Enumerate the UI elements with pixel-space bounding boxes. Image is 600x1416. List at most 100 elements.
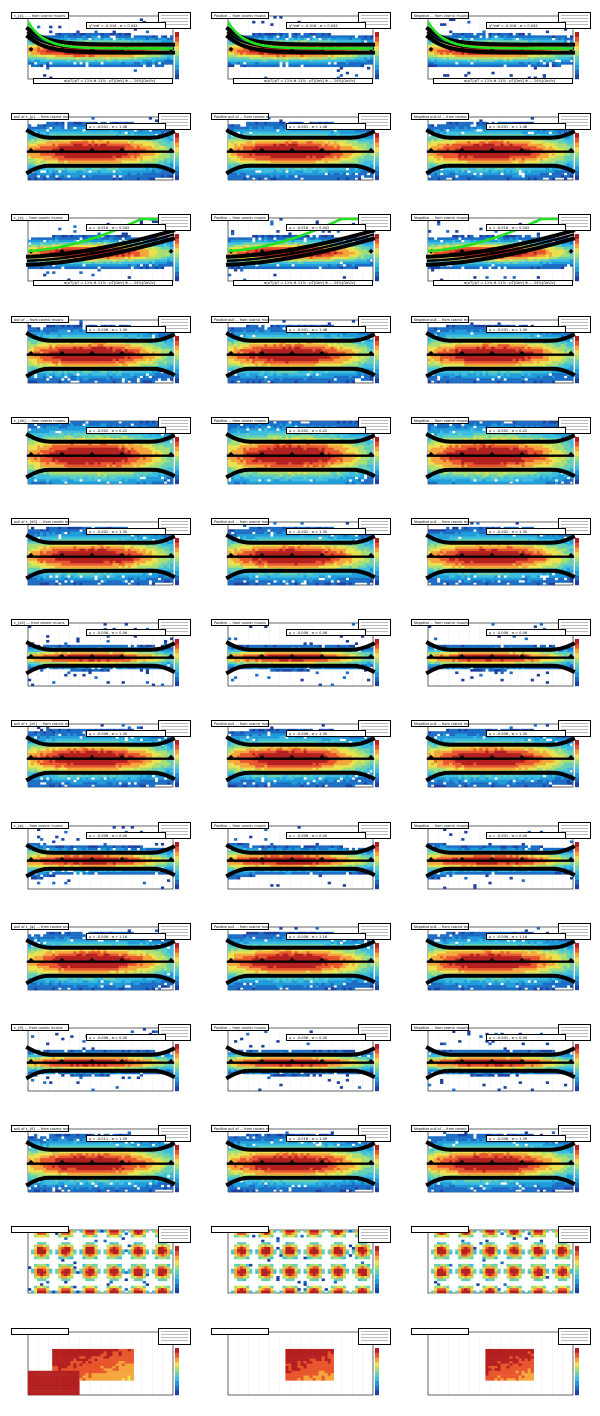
color-scale-step xyxy=(375,884,379,889)
color-scale-step xyxy=(375,70,379,75)
color-scale-step xyxy=(575,658,579,663)
color-scale-step xyxy=(375,1187,379,1192)
color-scale-step xyxy=(375,957,379,962)
color-scale-step xyxy=(175,566,179,571)
color-scale-step xyxy=(175,870,179,875)
color-scale-step xyxy=(375,644,379,649)
color-scale-step xyxy=(375,456,379,461)
stats-box xyxy=(158,1226,191,1243)
color-scale-step xyxy=(575,354,579,359)
color-scale-step xyxy=(575,745,579,750)
color-scale-step xyxy=(375,166,379,171)
color-scale-step xyxy=(375,677,379,682)
color-scale-step xyxy=(175,1183,179,1188)
color-scale-step xyxy=(375,842,379,847)
color-scale-step xyxy=(575,60,579,65)
color-scale-step xyxy=(175,1082,179,1087)
stats-box xyxy=(158,1328,191,1345)
color-scale-step xyxy=(375,1371,379,1376)
fit-summary: μ = -0.001 , σ = 1.48 xyxy=(286,123,366,130)
color-scale-step xyxy=(175,1371,179,1376)
color-scale-step xyxy=(375,133,379,138)
color-scale-step xyxy=(375,860,379,865)
color-scale-step xyxy=(175,359,179,364)
panel-title: Positive pull ... from cosmic muons xyxy=(211,923,269,930)
histogram-panel: Positive pull of ... from cosmic muonsμ … xyxy=(208,1125,391,1213)
color-scale-step xyxy=(375,234,379,239)
fit-summary: μ = -0.006 , σ = 0.00 xyxy=(286,1034,366,1041)
color-scale-step xyxy=(575,681,579,686)
color-scale-step xyxy=(175,1072,179,1077)
color-scale-step xyxy=(375,552,379,557)
color-scale-step xyxy=(575,1178,579,1183)
color-scale-step xyxy=(375,437,379,442)
color-scale-step xyxy=(175,1049,179,1054)
color-scale-step xyxy=(175,1390,179,1395)
color-scale-step xyxy=(375,340,379,345)
color-scale-step xyxy=(175,51,179,56)
color-scale-step xyxy=(175,345,179,350)
color-scale-step xyxy=(175,653,179,658)
color-scale-step xyxy=(575,663,579,668)
panel-title xyxy=(411,1328,469,1335)
fit-summary: μ = -0.006 , σ = 1.16 xyxy=(486,933,566,940)
color-scale-step xyxy=(375,161,379,166)
color-scale-step xyxy=(575,966,579,971)
color-scale-step xyxy=(375,966,379,971)
color-scale-step xyxy=(375,653,379,658)
heatmap-cells xyxy=(485,1349,534,1381)
color-scale-step xyxy=(575,571,579,576)
color-scale-step xyxy=(175,1362,179,1367)
color-scale-step xyxy=(175,976,179,981)
fit-summary: μ = -0.002 , σ = 0.22 xyxy=(286,427,366,434)
color-scale-step xyxy=(575,1082,579,1087)
color-scale-step xyxy=(575,373,579,378)
color-scale-step xyxy=(375,1183,379,1188)
color-scale-step xyxy=(175,1251,179,1256)
color-scale-step xyxy=(375,46,379,51)
color-scale-step xyxy=(175,1284,179,1289)
color-scale-step xyxy=(575,778,579,783)
color-scale-step xyxy=(175,368,179,373)
color-scale-step xyxy=(175,70,179,75)
color-scale-step xyxy=(375,244,379,249)
color-scale-step xyxy=(175,1357,179,1362)
color-scale-step xyxy=(575,860,579,865)
color-scale-step xyxy=(575,1072,579,1077)
color-scale-step xyxy=(375,681,379,686)
color-scale-step xyxy=(175,750,179,755)
color-scale-step xyxy=(375,740,379,745)
color-scale-step xyxy=(375,750,379,755)
color-scale-step xyxy=(575,451,579,456)
color-scale-step xyxy=(175,1256,179,1261)
fit-summary: μ = -0.001 , σ = 0.00 xyxy=(486,1034,566,1041)
heatmap-cells xyxy=(285,1349,334,1381)
color-scale-step xyxy=(575,1385,579,1390)
color-scale-step xyxy=(575,1159,579,1164)
color-scale-step xyxy=(575,263,579,268)
color-scale-step xyxy=(175,947,179,952)
fit-summary: μ = -0.001 , σ = 1.49 xyxy=(486,326,566,333)
color-scale-step xyxy=(575,1049,579,1054)
color-scale-step xyxy=(175,253,179,258)
color-scale-step xyxy=(175,1058,179,1063)
color-scale-step xyxy=(575,1169,579,1174)
color-scale-step xyxy=(375,470,379,475)
color-scale-step xyxy=(575,460,579,465)
color-scale-step xyxy=(175,1366,179,1371)
color-scale-step xyxy=(375,51,379,56)
fit-summary: μ = -0.001 , σ = 1.48 xyxy=(86,123,166,130)
stats-box xyxy=(558,1328,591,1345)
color-scale-step xyxy=(575,1260,579,1265)
fit-summary: μ = -0.002 , σ = 1.30 xyxy=(286,528,366,535)
color-scale-step xyxy=(175,1178,179,1183)
color-scale-step xyxy=(375,639,379,644)
fit-summary: χ²/ndf = -0.016 , σ = 0.042 xyxy=(486,22,566,29)
panel-title xyxy=(11,1328,69,1335)
